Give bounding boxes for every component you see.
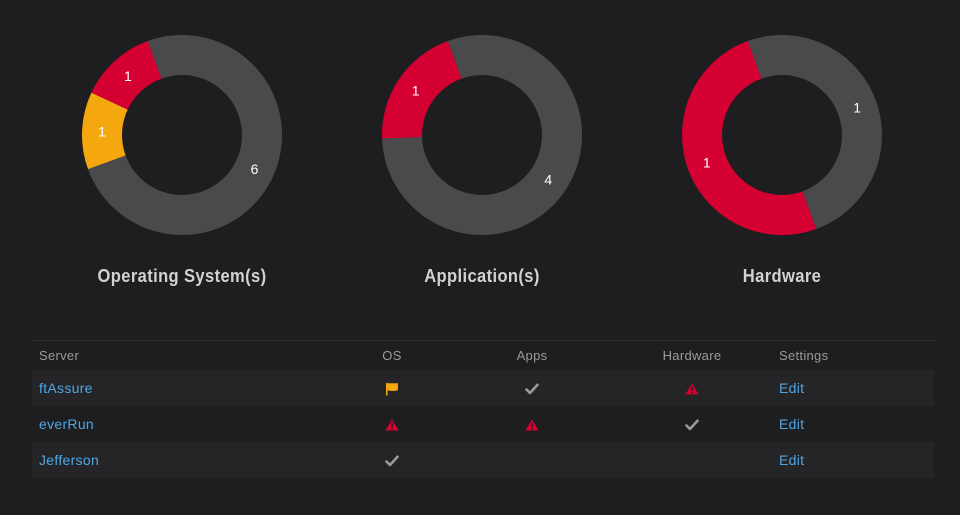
apps-chart-title: Application(s) [424,266,540,286]
hardware-chart-title: Hardware [742,266,822,286]
slice-value-label: 4 [544,172,552,188]
check-icon [525,383,539,395]
slice-value-label: 1 [124,68,132,84]
check-icon [385,455,399,467]
edit-link[interactable]: Edit [779,416,805,432]
os-donut-chart[interactable]: 1 1 6 [80,33,284,237]
table-row: everRun Edit [32,406,934,442]
slice-value-label: 1 [853,100,861,116]
server-link[interactable]: Jefferson [39,452,100,468]
table-top-divider [32,340,934,341]
slice-value-label: 6 [251,161,259,177]
header-apps: Apps [516,348,548,363]
alert-triangle-icon [385,419,399,431]
server-link[interactable]: ftAssure [39,380,93,396]
header-server: Server [39,348,80,363]
os-chart-title: Operating System(s) [97,266,267,286]
donut-slice-ok[interactable] [747,35,882,229]
header-os: OS [382,348,402,363]
slice-value-label: 1 [412,82,420,98]
server-link[interactable]: everRun [39,416,95,432]
donut-slice-critical[interactable] [382,41,462,139]
header-hardware: Hardware [662,348,722,363]
alert-triangle-icon [525,419,539,431]
table-row: Jefferson Edit [32,442,934,478]
donut-slice-ok[interactable] [88,35,283,236]
slice-value-label: 1 [98,124,106,140]
donut-slice-critical[interactable] [91,41,162,110]
edit-link[interactable]: Edit [779,452,805,468]
edit-link[interactable]: Edit [779,380,805,396]
check-icon [685,419,699,431]
slice-value-label: 1 [703,154,711,170]
table-header-row: Server OS Apps Hardware Settings [32,341,934,370]
server-status-table: Server OS Apps Hardware Settings ftAssur… [32,340,934,478]
hardware-donut-chart[interactable]: 11 [680,33,884,237]
donut-slice-critical[interactable] [682,41,817,235]
donut-slice-warning[interactable] [81,92,128,170]
header-settings: Settings [779,348,829,363]
alert-triangle-icon [685,383,699,395]
flag-icon [385,382,399,396]
os-chart-card: 1 1 6 Operating System(s) [30,30,330,300]
donut-slice-ok[interactable] [382,35,582,235]
table-row: ftAssure Edit [32,370,934,406]
apps-donut-chart[interactable]: 14 [380,33,584,237]
